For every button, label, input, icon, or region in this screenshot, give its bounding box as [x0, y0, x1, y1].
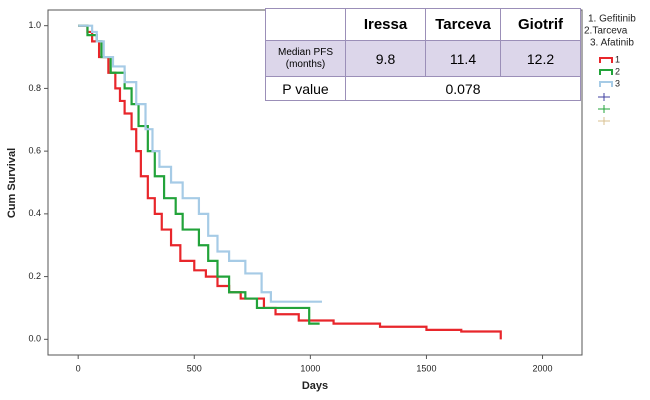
y-tick-label: 1.0 [28, 20, 41, 30]
x-axis-label: Days [302, 380, 328, 392]
censor-symbol [598, 93, 610, 101]
table-cell: 0.078 [345, 76, 581, 101]
y-tick-label: 0.6 [28, 146, 41, 156]
legend-label: 2 [615, 66, 620, 76]
summary-table: Iressa Tarceva Giotrif Median PFS (month… [265, 8, 581, 101]
legend-swatch [599, 81, 613, 87]
table-cell: 11.4 [425, 40, 501, 77]
x-tick-label: 1500 [416, 363, 436, 373]
censor-legend [598, 93, 610, 125]
y-tick-label: 0.0 [28, 334, 41, 344]
x-tick-label: 0 [76, 363, 81, 373]
table-header: Giotrif [500, 8, 581, 41]
table-cell: 12.2 [500, 40, 581, 77]
legend-note: 2.Tarceva [584, 26, 628, 37]
y-tick-label: 0.2 [28, 271, 41, 281]
legend-label: 1 [615, 54, 620, 64]
y-tick-label: 0.4 [28, 208, 41, 218]
y-tick-label: 0.8 [28, 83, 41, 93]
table-header: Iressa [345, 8, 426, 41]
y-axis-label: Cum Survival [6, 148, 18, 218]
legend-note: 1. Gefitinib [588, 14, 636, 25]
table-header: Tarceva [425, 8, 501, 41]
survival-curve [78, 24, 502, 340]
x-tick-label: 500 [187, 363, 202, 373]
legend-swatch [599, 57, 613, 63]
survival-curve [78, 24, 322, 303]
censor-symbol [598, 117, 610, 125]
x-tick-label: 2000 [533, 363, 553, 373]
row-label: Median PFS (months) [265, 40, 346, 77]
table-cell: 9.8 [345, 40, 426, 77]
legend-label: 3 [615, 78, 620, 88]
legend-note: 3. Afatinib [590, 38, 634, 49]
legend-swatch [599, 69, 613, 75]
row-label: P value [265, 76, 346, 101]
table-corner [265, 8, 346, 41]
x-tick-label: 1000 [300, 363, 320, 373]
censor-symbol [598, 105, 610, 113]
